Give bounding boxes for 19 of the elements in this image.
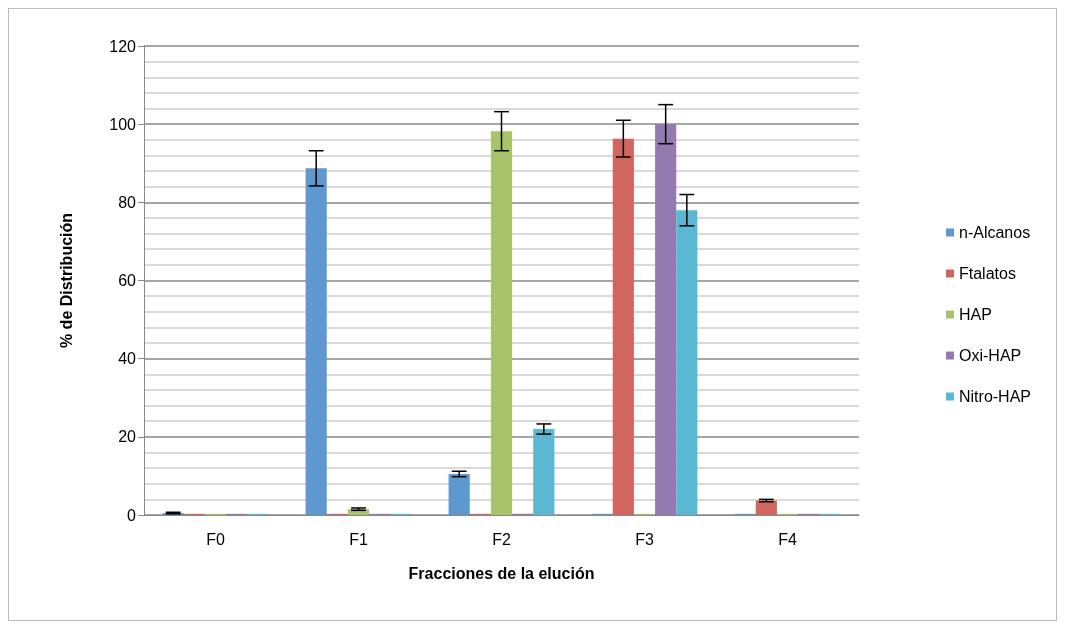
- legend-label: Nitro-HAP: [958, 388, 1032, 405]
- y-tick-label: 0: [127, 506, 137, 524]
- y-tick-label: 20: [118, 428, 137, 446]
- y-axis-title: % de Distribución: [57, 212, 75, 349]
- y-tick-label: 40: [118, 350, 137, 368]
- x-tick-label: F3: [635, 530, 654, 548]
- legend-label: HAP: [958, 306, 992, 323]
- x-tick-label: F4: [778, 530, 797, 548]
- x-tick-label: F0: [206, 530, 225, 548]
- legend-label: Oxi-HAP: [958, 347, 1022, 364]
- legend-label: Ftalatos: [958, 265, 1016, 282]
- x-axis-title: Fracciones de la elución: [408, 564, 595, 582]
- y-tick-label: 120: [109, 37, 137, 55]
- legend-label: n-Alcanos: [958, 224, 1031, 241]
- y-tick-label: 60: [118, 272, 137, 289]
- x-tick-label: F2: [492, 530, 511, 548]
- x-tick-label: F1: [349, 530, 368, 548]
- y-tick-label: 80: [118, 193, 137, 211]
- y-tick-label: 100: [109, 115, 137, 133]
